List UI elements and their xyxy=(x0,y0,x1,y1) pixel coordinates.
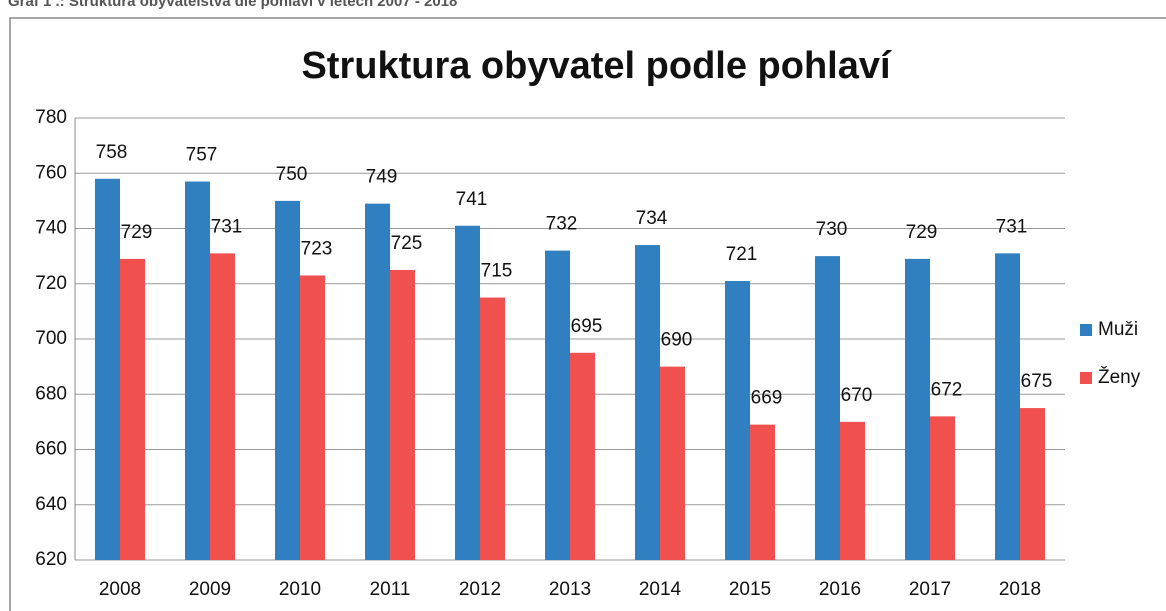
value-label: 757 xyxy=(186,145,218,166)
bar xyxy=(300,275,325,560)
value-label: 750 xyxy=(276,164,308,185)
x-tick-label: 2012 xyxy=(459,579,501,600)
chart-title: Struktura obyvatel podle pohlaví xyxy=(301,45,892,87)
y-tick-label: 660 xyxy=(35,439,67,460)
bar xyxy=(275,200,300,560)
bar xyxy=(635,245,660,560)
x-tick-label: 2014 xyxy=(639,579,682,600)
y-tick-label: 760 xyxy=(35,162,67,183)
legend-label: Muži xyxy=(1098,319,1138,340)
value-label: 741 xyxy=(456,189,488,210)
value-label: 729 xyxy=(906,222,938,243)
value-label: 749 xyxy=(366,167,398,188)
caption: Graf 1 .: Struktura obyvatelstva dle poh… xyxy=(8,0,457,10)
y-tick-label: 780 xyxy=(35,107,67,128)
value-label: 725 xyxy=(391,233,423,254)
x-tick-label: 2010 xyxy=(279,579,321,600)
bar xyxy=(930,416,955,560)
x-tick-label: 2017 xyxy=(909,579,951,600)
y-tick-label: 740 xyxy=(35,218,67,239)
bar xyxy=(815,256,840,560)
value-label: 695 xyxy=(571,316,603,337)
bar xyxy=(905,258,930,560)
bar xyxy=(545,250,570,560)
y-tick-label: 720 xyxy=(35,273,67,294)
value-label: 730 xyxy=(816,219,848,240)
bar xyxy=(660,366,685,560)
legend-swatch xyxy=(1080,324,1092,336)
value-label: 731 xyxy=(996,216,1028,237)
bar xyxy=(725,280,750,560)
y-tick-label: 640 xyxy=(35,494,67,515)
x-tick-label: 2015 xyxy=(729,579,771,600)
bar xyxy=(995,253,1020,561)
bar xyxy=(185,181,210,560)
value-label: 672 xyxy=(931,379,963,400)
bar xyxy=(570,352,595,560)
value-label: 758 xyxy=(96,142,128,163)
value-label: 669 xyxy=(751,388,783,409)
bar xyxy=(455,225,480,561)
y-tick-label: 620 xyxy=(35,549,67,570)
bar xyxy=(750,424,775,560)
y-tick-label: 700 xyxy=(35,328,67,349)
value-label: 731 xyxy=(211,216,243,237)
bar xyxy=(210,253,235,561)
value-label: 729 xyxy=(121,222,153,243)
bar xyxy=(480,297,505,560)
value-label: 715 xyxy=(481,261,513,282)
value-label: 732 xyxy=(546,214,578,235)
x-tick-label: 2009 xyxy=(189,579,231,600)
bar xyxy=(120,258,145,560)
legend-swatch xyxy=(1080,372,1092,384)
value-label: 721 xyxy=(726,244,758,265)
y-tick-label: 680 xyxy=(35,383,67,404)
value-label: 690 xyxy=(661,330,693,351)
value-label: 734 xyxy=(636,208,668,229)
bar xyxy=(1020,408,1045,560)
value-label: 670 xyxy=(841,385,873,406)
bar xyxy=(840,421,865,560)
x-tick-label: 2008 xyxy=(99,579,141,600)
x-tick-label: 2018 xyxy=(999,579,1041,600)
value-label: 723 xyxy=(301,238,333,259)
x-tick-label: 2016 xyxy=(819,579,861,600)
bar xyxy=(365,203,390,560)
value-label: 675 xyxy=(1021,371,1053,392)
bar xyxy=(390,269,415,560)
x-tick-label: 2011 xyxy=(370,579,411,600)
bar xyxy=(95,178,120,560)
x-tick-label: 2013 xyxy=(549,579,591,600)
legend-label: Ženy xyxy=(1098,366,1141,388)
